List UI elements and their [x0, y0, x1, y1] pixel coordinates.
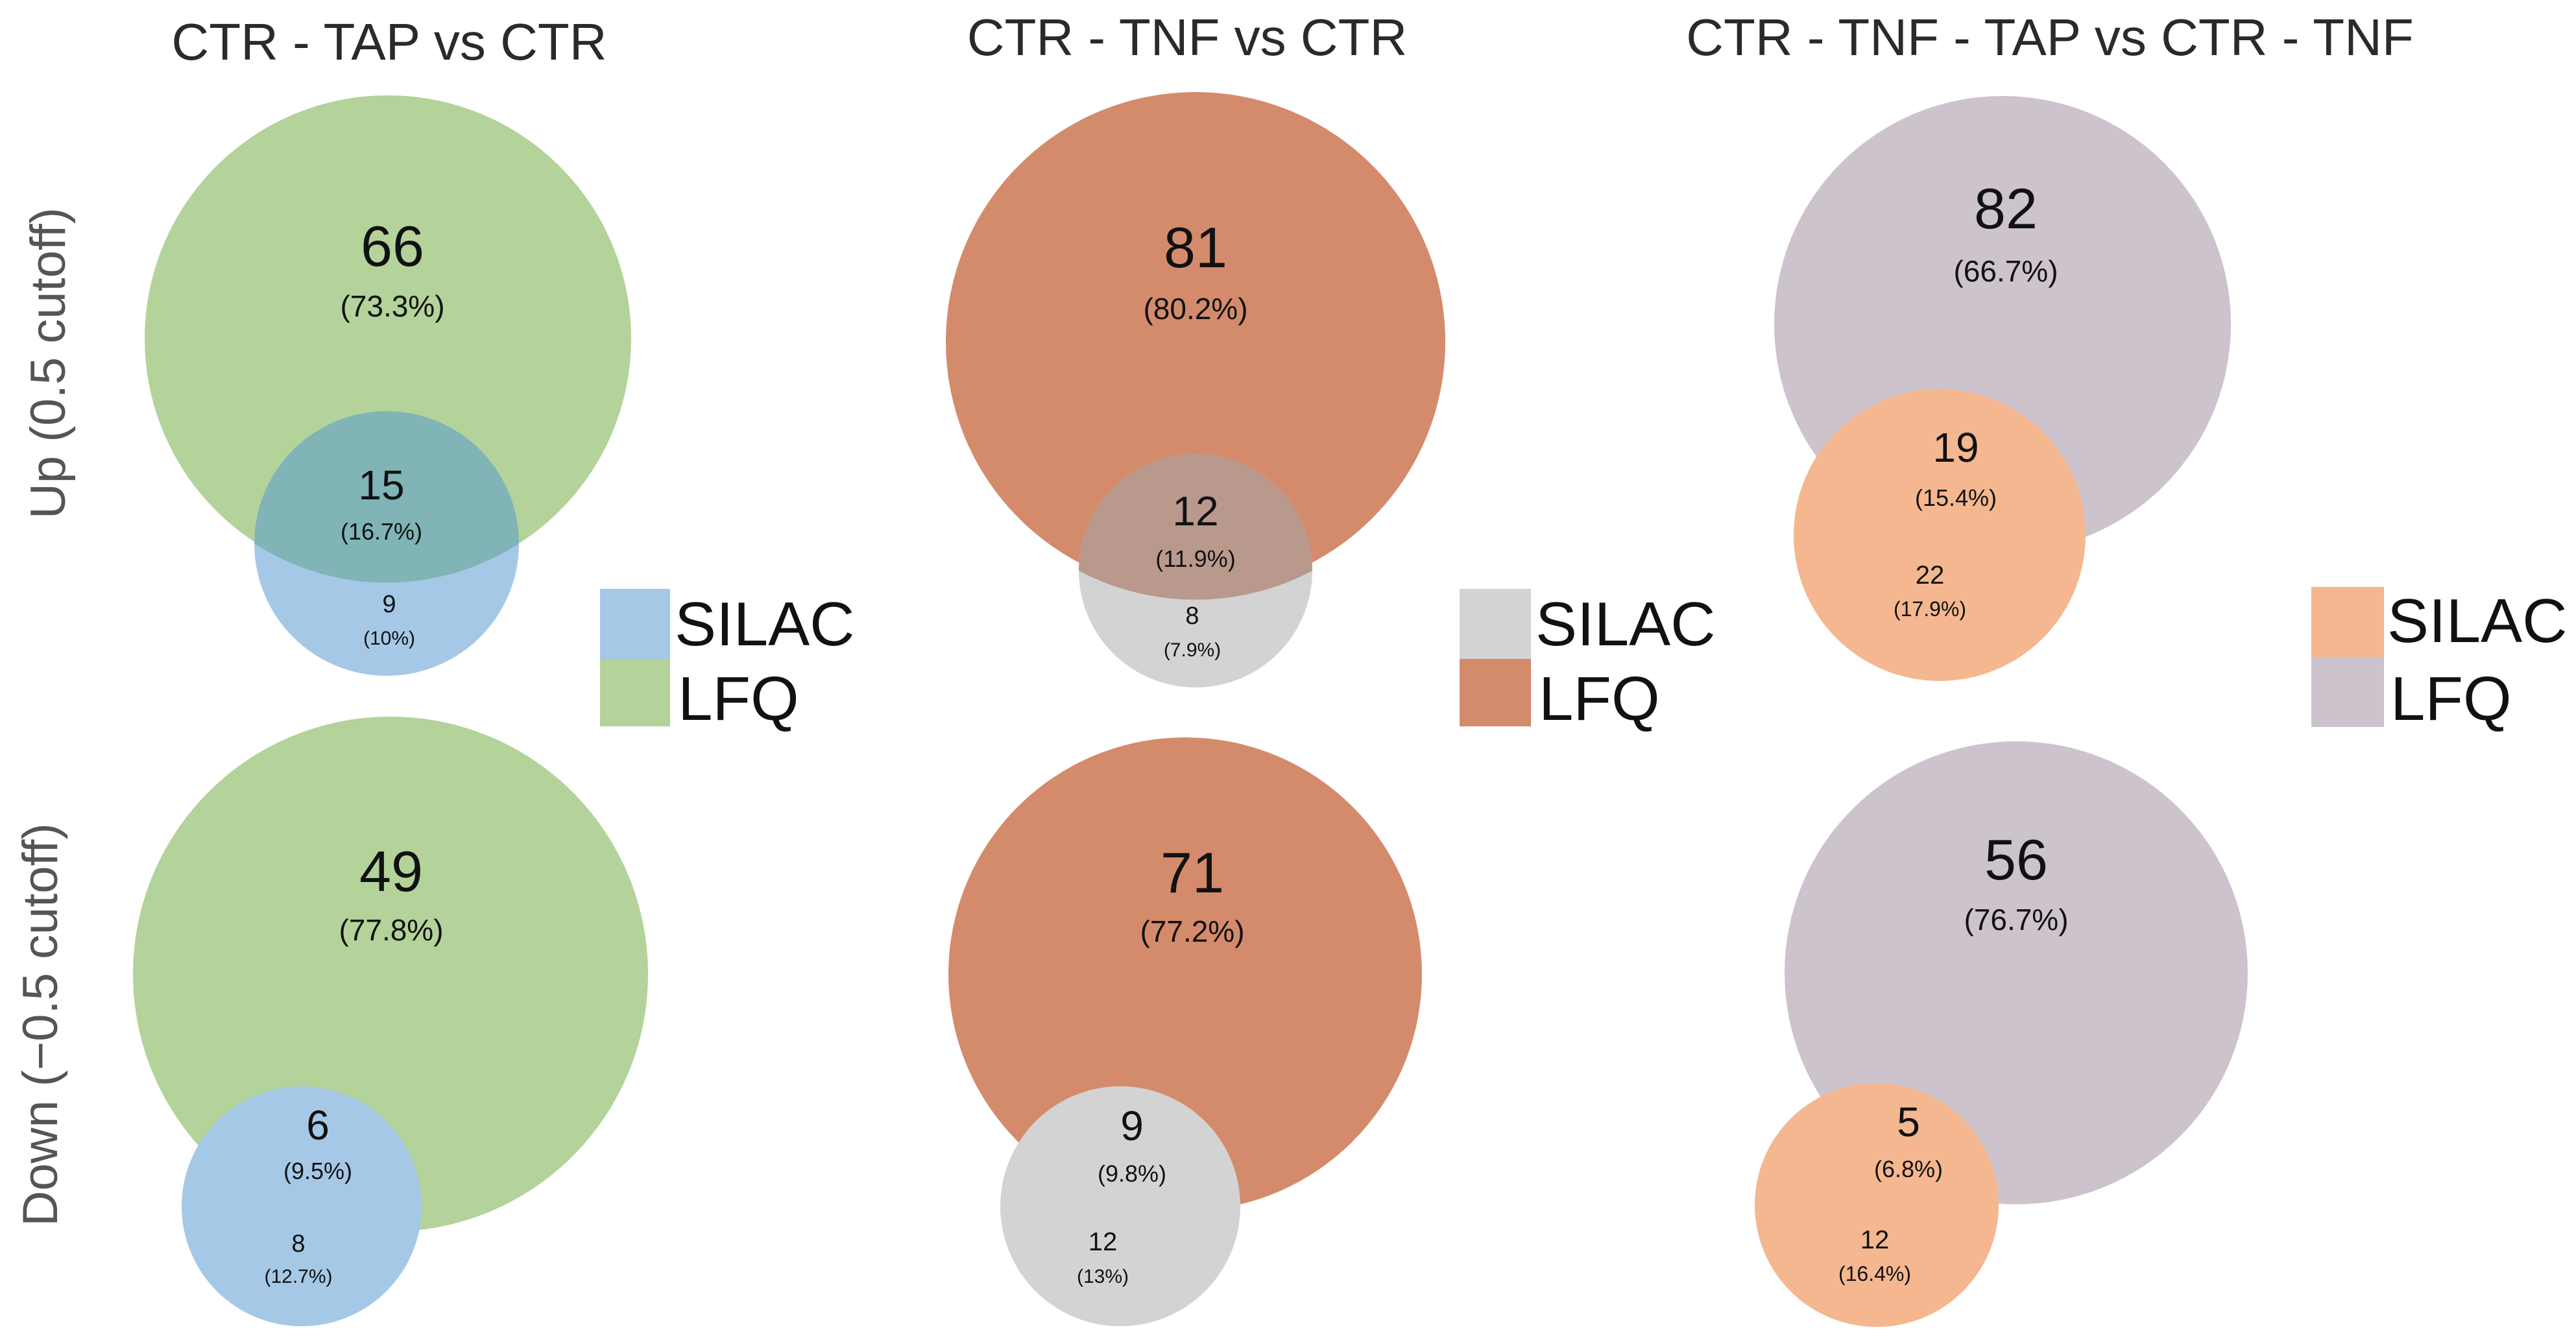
overlap-region	[1079, 454, 1312, 600]
silac-circle	[1794, 389, 2086, 681]
lfq-only-count: 81	[1164, 215, 1227, 280]
lfq-only-percent: (66.7%)	[1953, 254, 2058, 288]
legend-silac-label: SILAC	[1535, 590, 1715, 659]
lfq-only-count: 49	[359, 839, 423, 903]
silac-only-count: 12	[1089, 1228, 1118, 1256]
legend-lfq-label: LFQ	[2390, 664, 2512, 734]
overlap-count: 19	[1932, 424, 1979, 471]
legend-silac-label: SILAC	[675, 590, 854, 659]
silac-only-percent: (7.9%)	[1164, 639, 1221, 661]
legend-2: SILAC LFQ	[1460, 589, 1715, 734]
overlap-count: 5	[1897, 1099, 1920, 1145]
silac-only-count: 9	[382, 591, 396, 618]
column-title-3: CTR - TNF - TAP vs CTR - TNF	[1686, 8, 2413, 66]
lfq-only-count: 66	[361, 214, 424, 278]
lfq-only-count: 56	[1984, 828, 2048, 892]
column-title-1: CTR - TAP vs CTR	[171, 13, 607, 71]
overlap-region	[254, 411, 519, 583]
overlap-percent: (15.4%)	[1915, 484, 1997, 511]
venn-tnf-up: 81 (80.2%) 12 (11.9%) 8 (7.9%)	[946, 92, 1445, 687]
silac-only-percent: (16.4%)	[1838, 1262, 1911, 1285]
overlap-count: 9	[1120, 1103, 1144, 1149]
legend-silac-swatch	[1460, 589, 1531, 659]
silac-only-percent: (13%)	[1077, 1266, 1129, 1287]
venn-tnf-down: 71 (77.2%) 9 (9.8%) 12 (13%)	[948, 737, 1422, 1326]
legend-silac-swatch	[2311, 587, 2384, 657]
legend-lfq-swatch	[2311, 657, 2384, 727]
legend-lfq-swatch	[600, 659, 670, 726]
silac-only-count: 8	[1185, 602, 1199, 630]
overlap-count: 12	[1172, 488, 1218, 534]
column-title-2: CTR - TNF vs CTR	[967, 8, 1407, 66]
silac-only-percent: (10%)	[363, 628, 415, 649]
overlap-percent: (16.7%)	[341, 518, 422, 545]
venn-tnf-tap-down: 56 (76.7%) 5 (6.8%) 12 (16.4%)	[1755, 741, 2248, 1327]
silac-only-count: 8	[291, 1230, 305, 1258]
lfq-only-count: 82	[1974, 176, 2038, 241]
lfq-circle	[145, 95, 631, 582]
silac-circle	[1755, 1083, 1999, 1327]
silac-circle	[182, 1086, 422, 1326]
legend-silac-label: SILAC	[2387, 586, 2567, 656]
overlap-percent: (6.8%)	[1874, 1156, 1943, 1182]
row-label-down: Down (−0.5 cutoff)	[13, 823, 68, 1226]
legend-silac-swatch	[600, 589, 670, 659]
silac-only-percent: (17.9%)	[1894, 597, 1966, 621]
lfq-only-percent: (76.7%)	[1964, 903, 2068, 936]
overlap-percent: (9.5%)	[283, 1158, 352, 1184]
lfq-circle	[946, 92, 1445, 591]
legend-3: SILAC LFQ	[2311, 586, 2567, 734]
overlap-percent: (9.8%)	[1098, 1160, 1166, 1187]
silac-only-percent: (12.7%)	[264, 1266, 332, 1287]
overlap-count: 6	[306, 1102, 330, 1149]
lfq-circle	[948, 737, 1422, 1211]
venn-tap-down: 49 (77.8%) 6 (9.5%) 8 (12.7%)	[133, 717, 648, 1326]
legend-1: SILAC LFQ	[600, 589, 854, 734]
legend-lfq-label: LFQ	[1539, 664, 1660, 734]
lfq-only-percent: (77.2%)	[1140, 914, 1244, 948]
silac-only-count: 12	[1860, 1226, 1890, 1254]
silac-circle	[1000, 1086, 1240, 1326]
venn-tap-up: 66 (73.3%) 15 (16.7%) 9 (10%)	[145, 95, 631, 676]
silac-only-count: 22	[1916, 561, 1945, 590]
lfq-only-percent: (80.2%)	[1143, 292, 1247, 326]
legend-lfq-swatch	[1460, 659, 1531, 726]
lfq-only-percent: (73.3%)	[340, 289, 444, 323]
lfq-only-percent: (77.8%)	[339, 913, 443, 947]
legend-lfq-label: LFQ	[678, 664, 799, 734]
venn-tnf-tap-up: 82 (66.7%) 19 (15.4%) 22 (17.9%)	[1774, 96, 2231, 681]
row-label-up: Up (0.5 cutoff)	[21, 208, 76, 519]
lfq-only-count: 71	[1161, 841, 1224, 905]
overlap-count: 15	[358, 462, 404, 508]
overlap-percent: (11.9%)	[1155, 545, 1235, 572]
